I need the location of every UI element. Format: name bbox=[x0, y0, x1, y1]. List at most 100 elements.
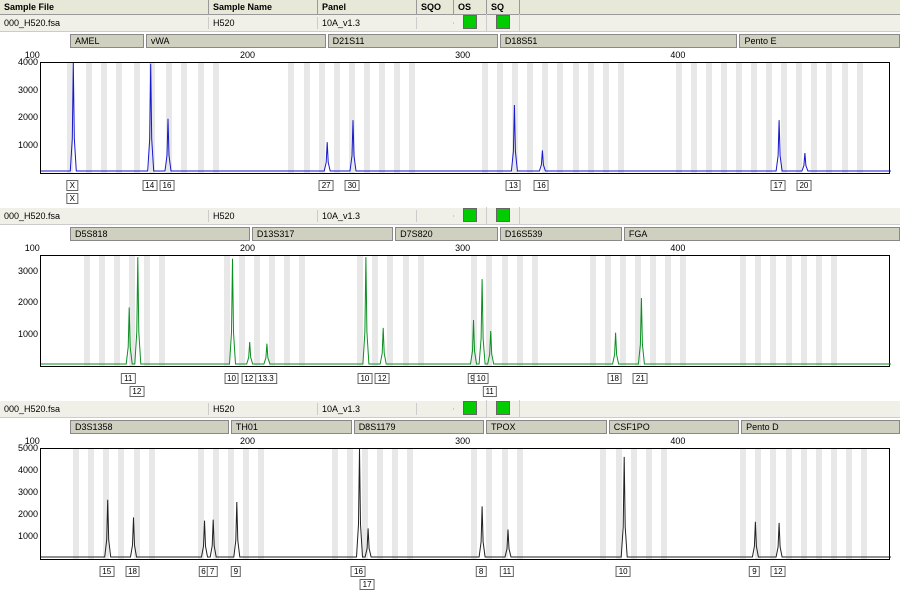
sample-info-row: 000_H520.fsaH52010A_v1.3 bbox=[0, 208, 900, 225]
x-tick-label: 400 bbox=[670, 243, 685, 253]
status-box-icon bbox=[496, 15, 510, 29]
allele-call[interactable]: 12 bbox=[771, 566, 786, 577]
allele-call[interactable]: 14 bbox=[142, 180, 157, 191]
y-tick-label: 4000 bbox=[18, 57, 38, 67]
locus-label: D13S317 bbox=[252, 227, 393, 241]
allele-call[interactable]: 12 bbox=[241, 373, 256, 384]
allele-call[interactable]: 13.3 bbox=[255, 373, 277, 384]
locus-row: D5S818D13S317D7S820D16S539FGA bbox=[0, 225, 900, 243]
column-header: Sample Name bbox=[209, 0, 318, 14]
allele-call[interactable]: 13 bbox=[506, 180, 521, 191]
allele-call[interactable]: 16 bbox=[351, 566, 366, 577]
column-header: SQO bbox=[417, 0, 454, 14]
allele-call[interactable]: 17 bbox=[360, 579, 375, 590]
x-tick-label: 400 bbox=[670, 50, 685, 60]
allele-call[interactable]: 21 bbox=[633, 373, 648, 384]
locus-label: TPOX bbox=[486, 420, 607, 434]
allele-call[interactable]: 16 bbox=[160, 180, 175, 191]
allele-call[interactable]: X bbox=[67, 193, 78, 204]
y-tick-label: 3000 bbox=[18, 85, 38, 95]
allele-call[interactable]: 15 bbox=[99, 566, 114, 577]
allele-call-row: XX1416273013161720 bbox=[40, 180, 890, 208]
y-axis: 10002000300040005000 bbox=[0, 448, 40, 558]
trace-line bbox=[41, 449, 891, 557]
locus-label: TH01 bbox=[231, 420, 352, 434]
y-tick-label: 2000 bbox=[18, 297, 38, 307]
plot-area[interactable] bbox=[40, 255, 890, 367]
sample-name-cell: H520 bbox=[209, 210, 318, 222]
column-header: SQ bbox=[487, 0, 520, 14]
locus-label: vWA bbox=[146, 34, 326, 48]
sample-info-row: 000_H520.fsaH52010A_v1.3 bbox=[0, 15, 900, 32]
allele-call[interactable]: 20 bbox=[796, 180, 811, 191]
sample-file-cell: 000_H520.fsa bbox=[0, 17, 209, 29]
allele-call[interactable]: X bbox=[67, 180, 78, 191]
locus-label: D16S539 bbox=[500, 227, 622, 241]
allele-call[interactable]: 16 bbox=[534, 180, 549, 191]
allele-call[interactable]: 10 bbox=[616, 566, 631, 577]
sq-cell bbox=[487, 14, 520, 32]
sqo-cell bbox=[417, 215, 454, 217]
locus-label: D8S1179 bbox=[354, 420, 484, 434]
allele-call[interactable]: 9 bbox=[231, 566, 241, 577]
sample-name-cell: H520 bbox=[209, 403, 318, 415]
y-tick-label: 2000 bbox=[18, 509, 38, 519]
allele-call[interactable]: 10 bbox=[474, 373, 489, 384]
sample-name-cell: H520 bbox=[209, 17, 318, 29]
allele-call[interactable]: 30 bbox=[345, 180, 360, 191]
sqo-cell bbox=[417, 22, 454, 24]
allele-call[interactable]: 12 bbox=[375, 373, 390, 384]
allele-call[interactable]: 11 bbox=[121, 373, 135, 384]
allele-call[interactable]: 12 bbox=[129, 386, 144, 397]
panel-cell: 10A_v1.3 bbox=[318, 17, 417, 29]
trace-svg bbox=[41, 63, 891, 173]
os-cell bbox=[454, 207, 487, 225]
y-axis: 100020003000 bbox=[0, 255, 40, 365]
trace-line bbox=[41, 257, 891, 364]
x-tick-label: 200 bbox=[240, 436, 255, 446]
locus-label: D7S820 bbox=[395, 227, 498, 241]
electropherogram-panel: 100020003000 bbox=[0, 255, 900, 367]
allele-call[interactable]: 11 bbox=[483, 386, 497, 397]
locus-label: D18S51 bbox=[500, 34, 738, 48]
status-box-icon bbox=[496, 208, 510, 222]
x-axis: 100200300400 bbox=[0, 436, 890, 448]
electropherogram-panel: 1000200030004000 bbox=[0, 62, 900, 174]
status-box-icon bbox=[463, 208, 477, 222]
os-cell bbox=[454, 14, 487, 32]
column-header: Sample File bbox=[0, 0, 209, 14]
allele-call[interactable]: 7 bbox=[207, 566, 217, 577]
panel-cell: 10A_v1.3 bbox=[318, 210, 417, 222]
allele-call[interactable]: 9 bbox=[749, 566, 759, 577]
status-box-icon bbox=[463, 401, 477, 415]
allele-call[interactable]: 8 bbox=[476, 566, 486, 577]
panel-cell: 10A_v1.3 bbox=[318, 403, 417, 415]
locus-label: D3S1358 bbox=[70, 420, 229, 434]
allele-call[interactable]: 11 bbox=[500, 566, 514, 577]
allele-call[interactable]: 17 bbox=[771, 180, 786, 191]
y-axis: 1000200030004000 bbox=[0, 62, 40, 172]
locus-label: D21S11 bbox=[328, 34, 498, 48]
allele-call[interactable]: 10 bbox=[224, 373, 239, 384]
plot-area[interactable] bbox=[40, 448, 890, 560]
status-box-icon bbox=[496, 401, 510, 415]
allele-call[interactable]: 18 bbox=[125, 566, 140, 577]
x-tick-label: 200 bbox=[240, 243, 255, 253]
column-header: OS bbox=[454, 0, 487, 14]
sample-file-cell: 000_H520.fsa bbox=[0, 210, 209, 222]
status-box-icon bbox=[463, 15, 477, 29]
x-tick-label: 300 bbox=[455, 50, 470, 60]
allele-call[interactable]: 10 bbox=[357, 373, 372, 384]
x-tick-label: 300 bbox=[455, 243, 470, 253]
sq-cell bbox=[487, 207, 520, 225]
plot-area[interactable] bbox=[40, 62, 890, 174]
sq-cell bbox=[487, 400, 520, 418]
os-cell bbox=[454, 400, 487, 418]
allele-call[interactable]: 18 bbox=[607, 373, 622, 384]
x-tick-label: 400 bbox=[670, 436, 685, 446]
allele-call[interactable]: 27 bbox=[319, 180, 334, 191]
y-tick-label: 4000 bbox=[18, 465, 38, 475]
trace-line bbox=[41, 63, 891, 171]
y-tick-label: 5000 bbox=[18, 443, 38, 453]
y-tick-label: 1000 bbox=[18, 531, 38, 541]
